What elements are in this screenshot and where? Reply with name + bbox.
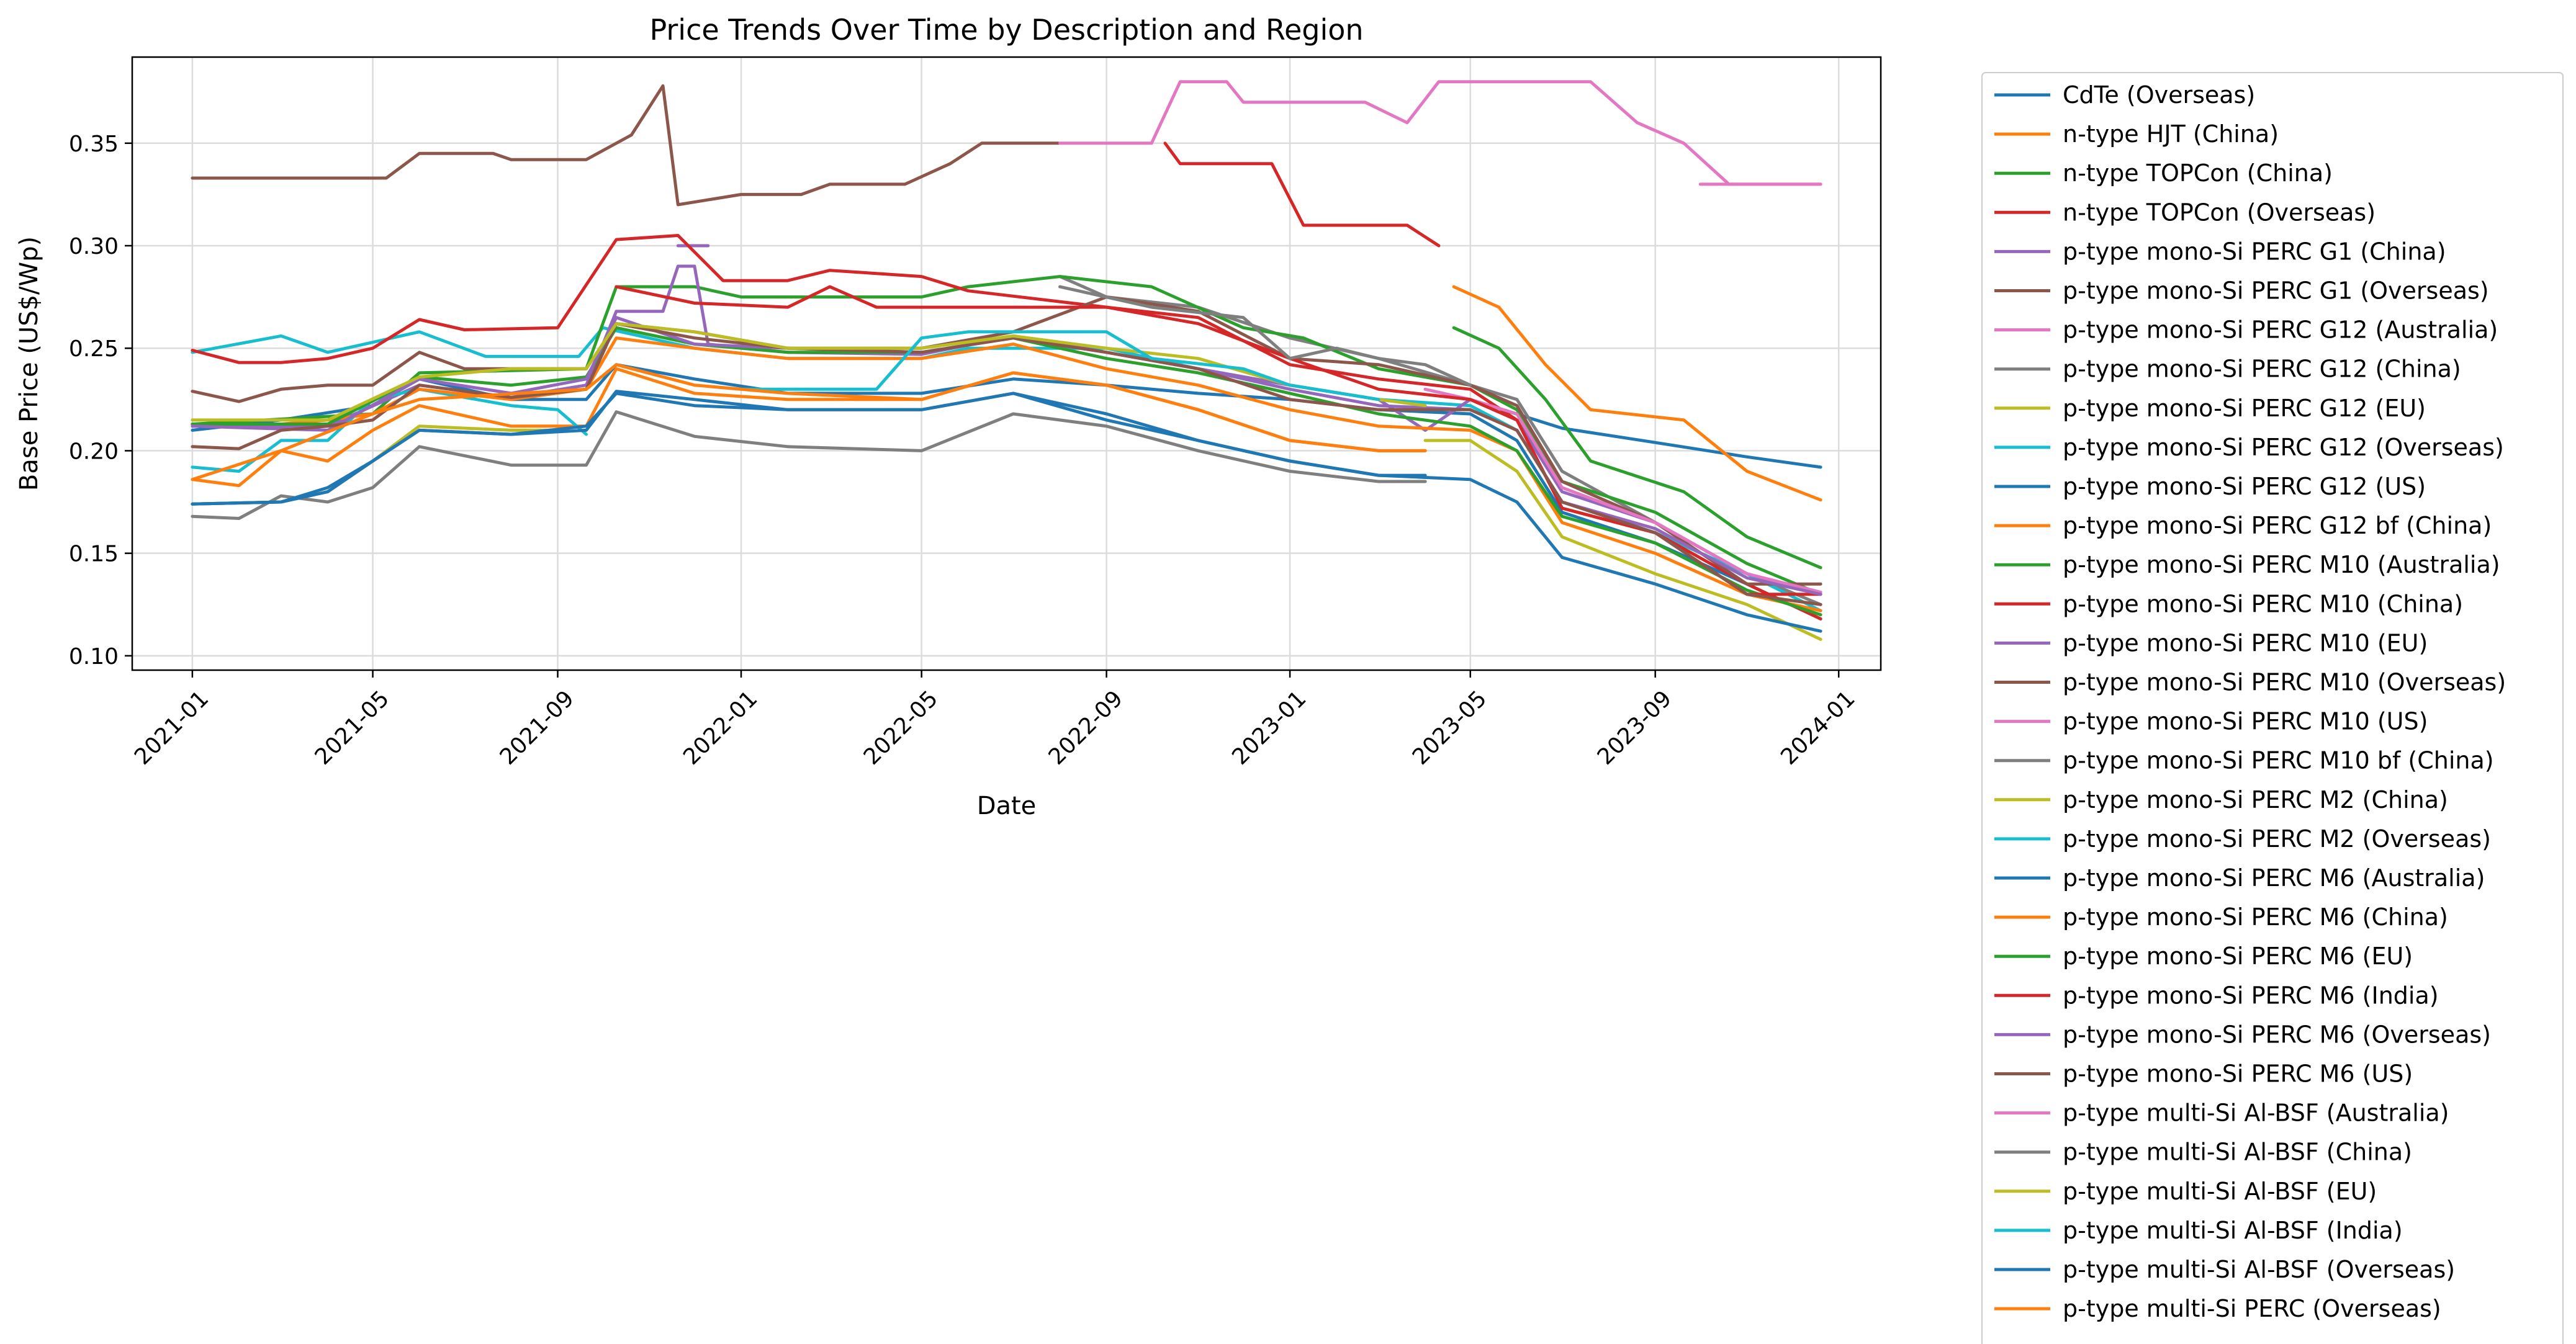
series-line [191,410,1427,520]
legend-label: p-type mono-Si PERC M10 bf (China) [2063,747,2494,774]
legend: CdTe (Overseas) n-type HJT (China) n-type … [1981,72,2564,1344]
legend-label: p-type mono-Si PERC M6 (US) [2063,1060,2413,1088]
y-tick-label: 0.20 [69,439,119,464]
legend-label: p-type mono-Si PERC M10 (Australia) [2063,551,2500,578]
legend-label: p-type mono-Si PERC G12 (Australia) [2063,316,2498,344]
series-line [191,392,1427,506]
series-line [1423,439,1822,641]
legend-label: p-type mono-Si PERC G1 (Overseas) [2063,277,2489,305]
series-line [191,363,1427,482]
chart-title: Price Trends Over Time by Description an… [649,13,1363,47]
legend-label: p-type mono-Si PERC M6 (EU) [2063,943,2413,970]
legend-label: p-type mono-Si PERC G12 (Overseas) [2063,434,2504,461]
legend-label: n-type TOPCon (China) [2063,159,2333,187]
legend-label: CdTe (Overseas) [2063,81,2255,109]
legend-label: p-type mono-Si PERC G12 bf (China) [2063,512,2492,539]
legend-box [1981,72,2564,1344]
series-line [191,326,1822,617]
y-tick-label: 0.15 [69,542,119,567]
legend-label: n-type TOPCon (Overseas) [2063,199,2376,226]
legend-label: p-type multi-Si Al-BSF (China) [2063,1139,2412,1166]
series-line [191,84,1060,207]
series-line [1469,398,1822,469]
legend-label: p-type mono-Si PERC M6 (Overseas) [2063,1021,2491,1048]
legend-label: p-type multi-Si Al-BSF (EU) [2063,1178,2377,1205]
x-axis-title: Date [977,792,1037,820]
y-tick-label: 0.30 [69,234,119,259]
y-tick-label: 0.25 [69,336,119,362]
y-tick-label: 0.35 [69,132,119,157]
legend-label: p-type multi-Si Al-BSF (Overseas) [2063,1256,2455,1283]
legend-label: p-type mono-Si PERC M6 (Australia) [2063,864,2485,892]
y-axis-title: Base Price (US$/Wp) [15,236,43,491]
legend-label: p-type multi-Si PERC (Overseas) [2063,1295,2441,1322]
legend-label: n-type HJT (China) [2063,120,2279,148]
series-line [1058,285,1472,387]
series-line [191,322,1822,606]
legend-label: p-type mono-Si PERC G1 (China) [2063,238,2446,265]
legend-label: p-type mono-Si PERC M10 (US) [2063,708,2428,735]
legend-label: p-type mono-Si PERC G12 (US) [2063,473,2426,500]
legend-label: p-type multi-Si Al-BSF (India) [2063,1217,2403,1244]
series-line [191,363,1822,620]
series-line [1452,285,1822,502]
legend-label: p-type mono-Si PERC M10 (Overseas) [2063,669,2506,696]
legend-label: p-type mono-Si PERC G12 (EU) [2063,395,2426,422]
y-tick-label: 0.10 [69,644,119,670]
legend-label: p-type mono-Si PERC M2 (Overseas) [2063,825,2491,853]
series-line [1163,141,1441,248]
legend-label: p-type mono-Si PERC M10 (EU) [2063,629,2428,656]
legend-label: p-type mono-Si PERC M6 (China) [2063,903,2448,931]
legend-label: p-type multi-Si Al-BSF (Australia) [2063,1100,2449,1127]
legend-label: p-type mono-Si PERC M2 (China) [2063,786,2448,813]
legend-label: p-type mono-Si PERC G12 (China) [2063,356,2461,383]
series-lines [191,80,1822,641]
series-line [191,322,1427,422]
series-line [615,285,1822,596]
plot-frame [131,56,1882,671]
y-axis-ticks: 0.10 0.15 0.20 0.25 0.30 0.35 [69,132,132,670]
series-line [739,330,1380,401]
legend-label: p-type mono-Si PERC M10 (China) [2063,590,2463,617]
legend-label: p-type mono-Si PERC M6 (India) [2063,982,2439,1009]
series-line [1058,80,1822,186]
series-line [1452,326,1822,570]
